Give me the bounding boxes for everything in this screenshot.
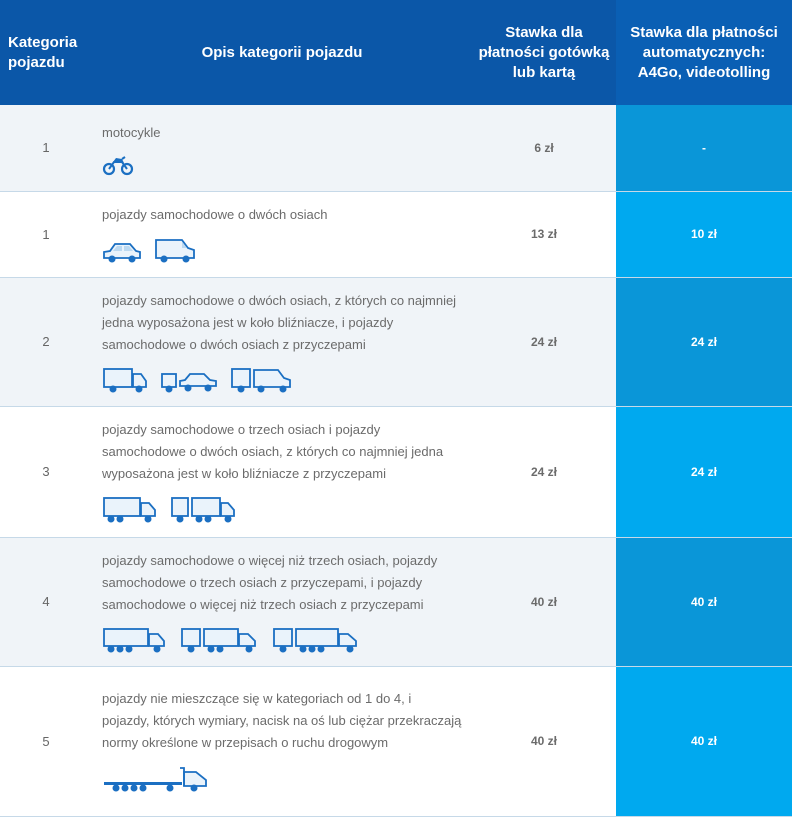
van-icon	[155, 239, 195, 263]
header-description: Opis kategorii pojazdu	[92, 0, 472, 105]
motorcycle-icon	[102, 155, 134, 175]
table-row: 2 pojazdy samochodowe o dwóch osiach, z …	[0, 277, 792, 407]
table-header-row: Kategoria pojazdu Opis kategorii pojazdu…	[0, 0, 792, 105]
description-text: pojazdy samochodowe o dwóch osiach, z kt…	[102, 292, 457, 352]
category-cell: 5	[0, 666, 92, 817]
flatbed-truck-icon	[104, 767, 207, 792]
auto-rate-cell: 10 zł	[616, 191, 792, 278]
car-with-trailer-icon	[161, 372, 217, 392]
table-row: 4 pojazdy samochodowe o więcej niż trzec…	[0, 537, 792, 667]
auto-rate-cell: -	[616, 105, 792, 192]
auto-rate-cell: 24 zł	[616, 277, 792, 407]
truck-2axle-icon	[103, 367, 147, 392]
description-cell: pojazdy samochodowe o trzech osiach i po…	[92, 406, 472, 538]
header-cash-rate: Stawka dla płatności gotówką lub kartą	[472, 0, 616, 105]
auto-rate-cell: 24 zł	[616, 406, 792, 538]
description-text: pojazdy samochodowe o dwóch osiach	[102, 207, 328, 222]
table-row: 5 pojazdy nie mieszczące się w kategoria…	[0, 666, 792, 817]
auto-rate-cell: 40 zł	[616, 666, 792, 817]
cash-rate-cell: 40 zł	[472, 666, 616, 817]
description-text: pojazdy samochodowe o trzech osiach i po…	[102, 421, 444, 481]
cash-rate-cell: 6 zł	[472, 105, 616, 192]
cash-rate-cell: 24 zł	[472, 277, 616, 407]
table-row: 1 pojazdy samochodowe o dwóch osiach	[0, 191, 792, 278]
header-category: Kategoria pojazdu	[0, 0, 92, 105]
description-cell: pojazdy samochodowe o dwóch osiach, z kt…	[92, 277, 472, 407]
category-cell: 1	[0, 105, 92, 192]
car-icon	[103, 243, 141, 263]
truck-4axle-trailer-icon	[273, 627, 357, 652]
description-text: motocykle	[102, 124, 161, 140]
truck-3axle-trailer-icon	[181, 627, 256, 652]
table-row: 3 pojazdy samochodowe o trzech osiach i …	[0, 406, 792, 538]
category-cell: 4	[0, 537, 92, 667]
cash-rate-cell: 13 zł	[472, 191, 616, 278]
description-text: pojazdy samochodowe o więcej niż trzech …	[102, 552, 438, 612]
category-cell: 2	[0, 277, 92, 407]
description-cell: pojazdy samochodowe o dwóch osiach	[92, 191, 472, 278]
category-cell: 3	[0, 406, 92, 538]
table-row: 1 motocykle 6 zł -	[0, 105, 792, 192]
description-text: pojazdy nie mieszczące się w kategoriach…	[102, 691, 462, 750]
description-cell: pojazdy nie mieszczące się w kategoriach…	[92, 666, 472, 817]
auto-rate-cell: 40 zł	[616, 537, 792, 667]
van-with-trailer-icon	[231, 367, 291, 392]
cash-rate-cell: 40 zł	[472, 537, 616, 667]
truck-4axle-icon	[103, 627, 165, 652]
header-auto-rate: Stawka dla płatności automatycznych: A4G…	[616, 0, 792, 105]
cash-rate-cell: 24 zł	[472, 406, 616, 538]
description-cell: motocykle	[92, 105, 472, 192]
truck-with-trailer-icon	[171, 496, 235, 522]
truck-3axle-icon	[103, 496, 156, 522]
category-cell: 1	[0, 191, 92, 278]
description-cell: pojazdy samochodowe o więcej niż trzech …	[92, 537, 472, 667]
